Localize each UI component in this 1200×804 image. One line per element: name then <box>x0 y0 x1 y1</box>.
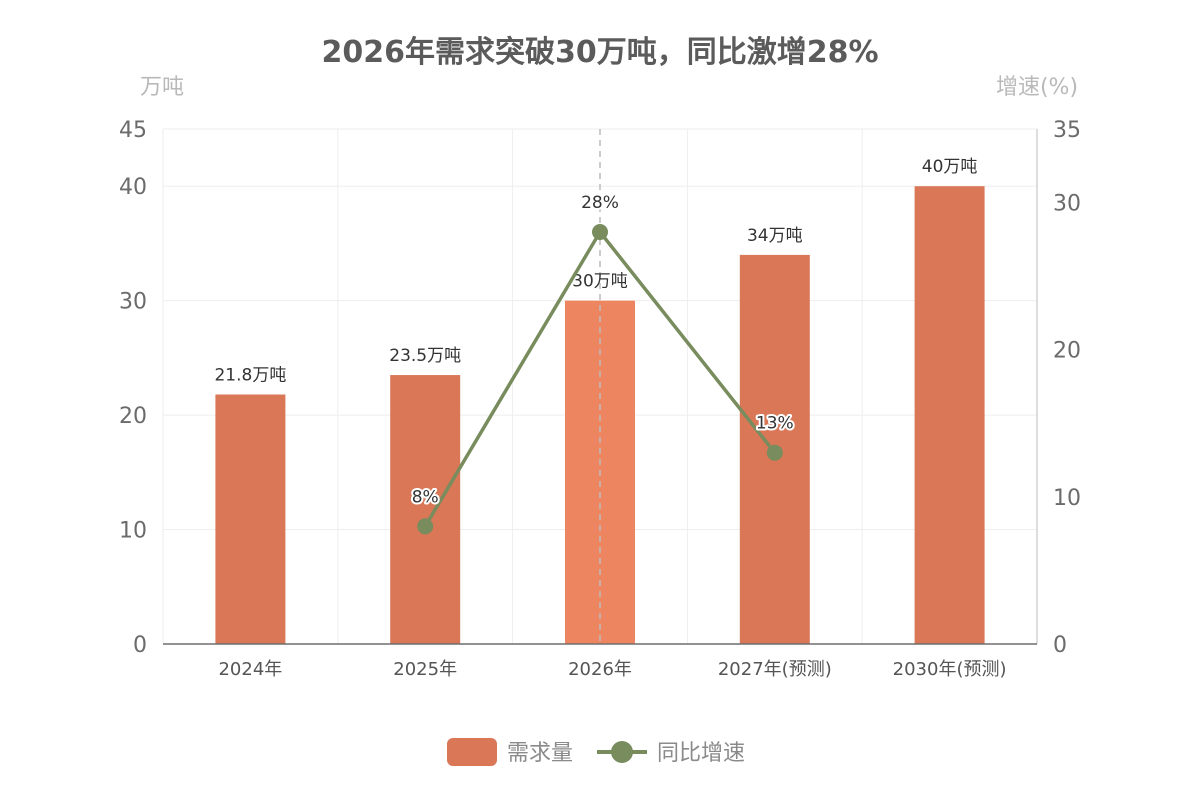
right-axis-tick-label: 10 <box>1053 486 1081 511</box>
bar <box>390 375 461 644</box>
right-axis-tick-label: 35 <box>1053 118 1081 143</box>
plot-area: 0 10 20 30 40 45 0 10 20 30 35 21.8万吨 23.5万吨 30万吨 34万吨… <box>119 118 1081 680</box>
legend-bar-label: 需求量 <box>507 741 573 766</box>
bar-data-label: 23.5万吨 <box>389 346 461 366</box>
legend-line-label: 同比增速 <box>657 741 745 766</box>
bar-data-label: 30万吨 <box>572 272 628 292</box>
x-axis-tick-label: 2030年(预测) <box>893 659 1007 680</box>
x-axis-tick-label: 2026年 <box>568 659 632 680</box>
left-axis-tick-label: 45 <box>119 118 147 143</box>
growth-point <box>417 518 434 535</box>
line-data-label: 13% <box>756 414 794 434</box>
line-data-label: 8% <box>412 487 439 507</box>
right-axis-unit: 增速(%) <box>996 75 1078 100</box>
bar-data-label: 40万吨 <box>922 157 978 177</box>
left-axis-tick-label: 20 <box>119 404 147 429</box>
x-axis-tick-label: 2025年 <box>393 659 457 680</box>
legend: 需求量 同比增速 <box>447 738 745 766</box>
right-axis-tick-label: 20 <box>1053 339 1081 364</box>
bar <box>215 394 286 644</box>
legend-line-marker <box>611 741 633 763</box>
left-axis-unit: 万吨 <box>140 75 184 100</box>
bar-data-label: 34万吨 <box>747 226 803 246</box>
bar <box>914 186 985 644</box>
x-axis-tick-label: 2027年(预测) <box>718 659 832 680</box>
legend-bar-swatch <box>447 738 497 766</box>
left-axis-tick-label: 40 <box>119 175 147 200</box>
right-axis-tick-label: 30 <box>1053 192 1081 217</box>
growth-point <box>766 444 783 461</box>
line-data-label: 28% <box>581 193 619 213</box>
left-axis-tick-label: 10 <box>119 519 147 544</box>
left-axis-tick-label: 0 <box>133 633 147 658</box>
right-axis-tick-label: 0 <box>1053 633 1067 658</box>
growth-point <box>592 224 608 240</box>
bar-data-label: 21.8万吨 <box>214 366 286 386</box>
chart-title: 2026年需求突破30万吨，同比激增28% <box>321 35 878 70</box>
left-axis-tick-label: 30 <box>119 290 147 315</box>
x-axis-tick-label: 2024年 <box>218 659 282 680</box>
